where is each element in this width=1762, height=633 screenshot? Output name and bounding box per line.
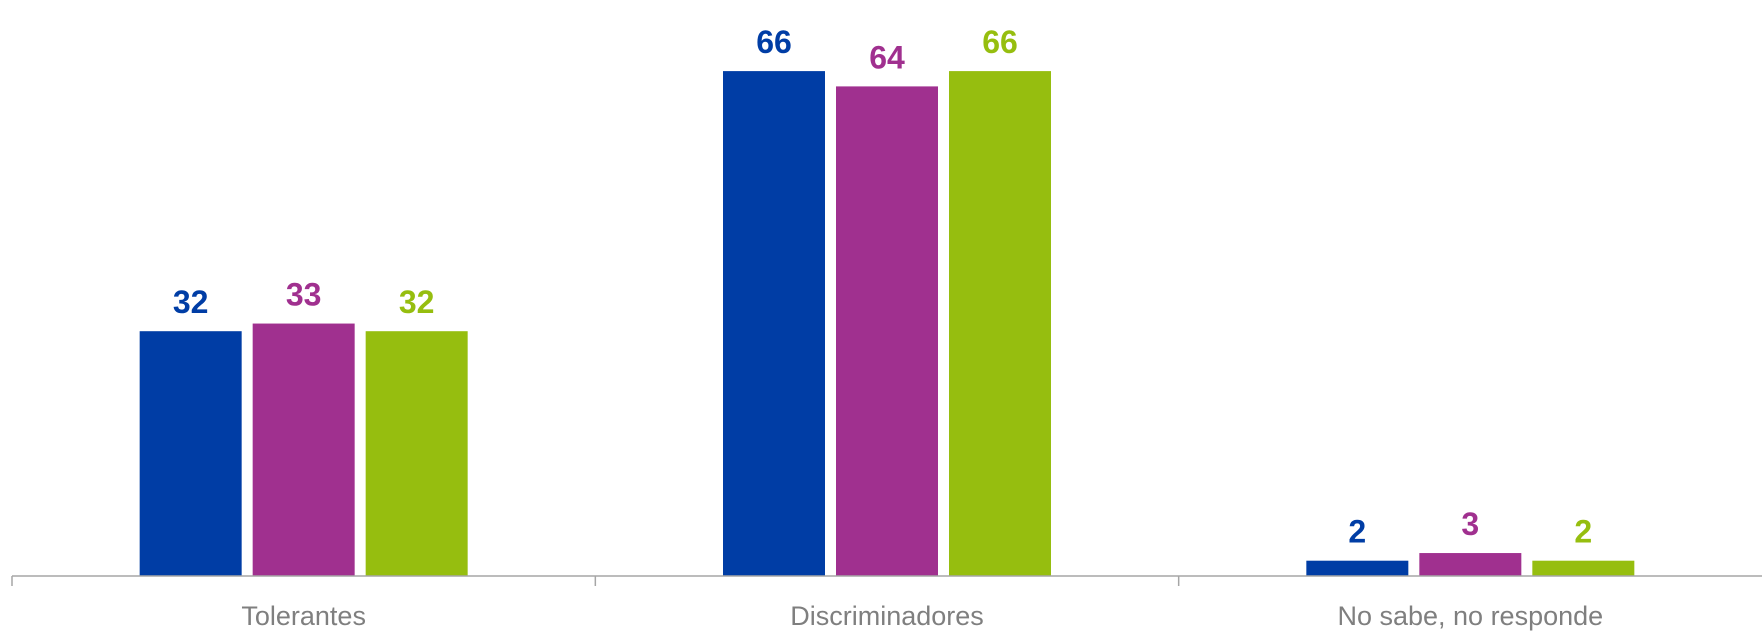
x-tick-label: Discriminadores [790, 601, 984, 631]
bar-2-series-3 [949, 71, 1051, 576]
data-label-1-series-3: 32 [399, 284, 435, 320]
bar-2-series-2 [836, 86, 938, 577]
data-label-3-series-1: 2 [1348, 514, 1366, 550]
data-label-1-series-2: 33 [286, 277, 322, 313]
data-label-1-series-1: 32 [173, 284, 209, 320]
bar-1-series-2 [252, 323, 355, 576]
data-label-2-series-1: 66 [756, 24, 792, 60]
data-label-2-series-2: 64 [869, 39, 905, 75]
x-tick-label: No sabe, no responde [1337, 601, 1603, 631]
x-axis: Tolerantes Discriminadores No sabe, no res… [11, 575, 1762, 631]
bar-3-series-1 [1306, 560, 1409, 576]
bars-layer [139, 71, 1635, 577]
data-label-3-series-3: 2 [1574, 514, 1592, 550]
bar-3-series-2 [1419, 553, 1522, 576]
bar-1-series-3 [365, 331, 468, 576]
x-tick-label: Tolerantes [241, 601, 366, 631]
data-label-3-series-2: 3 [1461, 506, 1479, 542]
bar-2-series-1 [723, 71, 825, 576]
bar-1-series-1 [139, 331, 242, 576]
bar-3-series-3 [1532, 560, 1635, 576]
data-label-2-series-3: 66 [982, 24, 1018, 60]
